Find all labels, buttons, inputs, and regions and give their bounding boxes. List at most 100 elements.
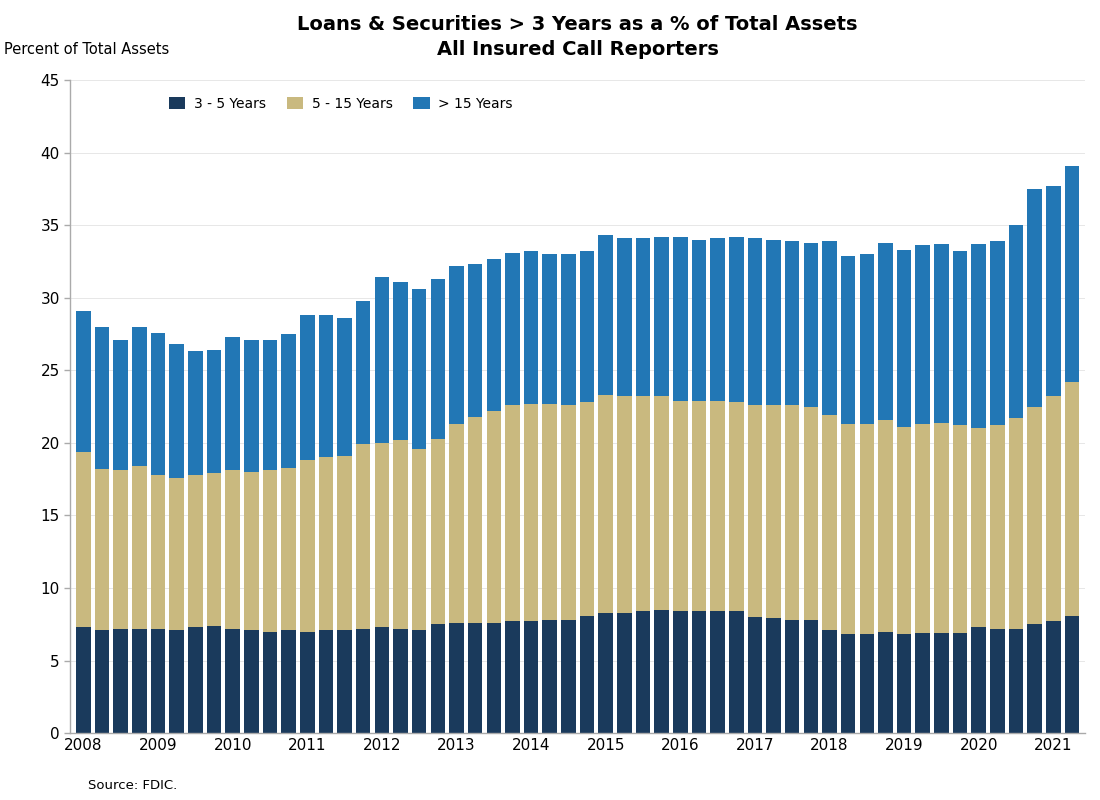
Bar [859, 424, 874, 634]
Bar [896, 634, 912, 733]
Bar [878, 420, 893, 631]
Legend: 3 - 5 Years, 5 - 15 Years, > 15 Years: 3 - 5 Years, 5 - 15 Years, > 15 Years [168, 97, 513, 110]
Bar [1027, 406, 1042, 624]
Bar [617, 613, 631, 733]
Bar [486, 258, 502, 411]
Bar [263, 470, 277, 631]
Bar [226, 470, 240, 629]
Bar [822, 630, 837, 733]
Bar [169, 630, 184, 733]
Bar [896, 427, 912, 634]
Bar [430, 438, 446, 624]
Bar [505, 253, 519, 405]
Bar [524, 404, 538, 622]
Bar [636, 611, 650, 733]
Bar [169, 344, 184, 478]
Bar [692, 611, 706, 733]
Bar [95, 469, 109, 630]
Bar [113, 629, 128, 733]
Bar [338, 318, 352, 456]
Bar [878, 242, 893, 420]
Bar [375, 443, 389, 627]
Bar [617, 238, 631, 397]
Bar [263, 631, 277, 733]
Bar [356, 629, 371, 733]
Bar [990, 241, 1004, 426]
Bar [859, 634, 874, 733]
Bar [188, 627, 202, 733]
Bar [394, 440, 408, 629]
Bar [617, 397, 631, 613]
Bar [896, 250, 912, 427]
Bar [411, 449, 427, 630]
Bar [561, 405, 575, 620]
Bar [580, 402, 594, 615]
Bar [748, 405, 762, 617]
Bar [915, 633, 930, 733]
Bar [430, 624, 446, 733]
Bar [430, 279, 446, 438]
Bar [692, 240, 706, 401]
Bar [282, 630, 296, 733]
Bar [319, 630, 333, 733]
Bar [411, 630, 427, 733]
Bar [113, 470, 128, 629]
Bar [394, 629, 408, 733]
Bar [468, 264, 483, 417]
Bar [767, 405, 781, 618]
Bar [300, 631, 315, 733]
Bar [1065, 166, 1079, 382]
Bar [113, 340, 128, 470]
Bar [934, 633, 948, 733]
Bar [598, 613, 613, 733]
Bar [934, 244, 948, 422]
Bar [748, 617, 762, 733]
Bar [654, 237, 669, 397]
Bar [953, 633, 967, 733]
Bar [804, 620, 818, 733]
Bar [151, 333, 165, 474]
Bar [1027, 624, 1042, 733]
Bar [449, 266, 464, 424]
Bar [859, 254, 874, 424]
Bar [636, 238, 650, 397]
Bar [132, 326, 146, 466]
Bar [411, 289, 427, 449]
Bar [673, 401, 688, 611]
Bar [95, 326, 109, 469]
Bar [785, 241, 800, 405]
Bar [840, 634, 856, 733]
Bar [711, 611, 725, 733]
Bar [748, 238, 762, 405]
Bar [785, 620, 800, 733]
Bar [524, 622, 538, 733]
Bar [151, 474, 165, 629]
Bar [95, 630, 109, 733]
Bar [468, 417, 483, 623]
Bar [338, 456, 352, 630]
Bar [1046, 622, 1060, 733]
Bar [226, 629, 240, 733]
Bar [244, 340, 258, 472]
Bar [822, 415, 837, 630]
Bar [915, 424, 930, 633]
Bar [822, 241, 837, 415]
Bar [785, 405, 800, 620]
Bar [561, 620, 575, 733]
Title: Loans & Securities > 3 Years as a % of Total Assets
All Insured Call Reporters: Loans & Securities > 3 Years as a % of T… [297, 15, 858, 59]
Bar [804, 242, 818, 406]
Bar [244, 472, 258, 630]
Bar [356, 444, 371, 629]
Bar [338, 630, 352, 733]
Bar [300, 460, 315, 631]
Bar [580, 615, 594, 733]
Bar [282, 334, 296, 467]
Bar [598, 235, 613, 395]
Bar [505, 405, 519, 622]
Bar [654, 610, 669, 733]
Bar [990, 426, 1004, 629]
Bar [915, 246, 930, 424]
Text: Percent of Total Assets: Percent of Total Assets [4, 42, 169, 57]
Bar [76, 627, 90, 733]
Bar [468, 623, 483, 733]
